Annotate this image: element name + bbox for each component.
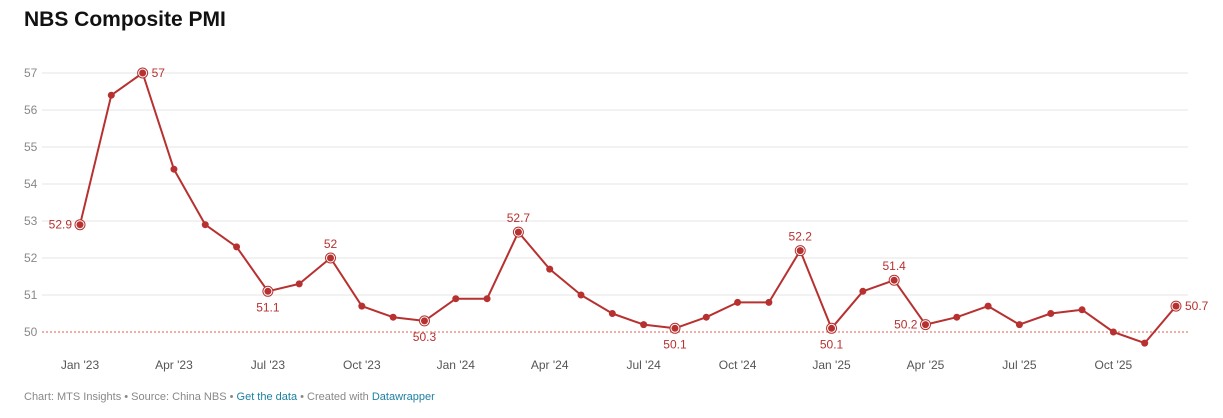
data-label: 50.1 [820,337,844,351]
y-tick-label: 57 [24,66,38,80]
chart-title: NBS Composite PMI [24,8,226,31]
data-point [139,69,147,77]
data-label: 50.7 [1185,299,1209,313]
y-tick-label: 55 [24,140,38,154]
data-label: 52.7 [507,211,531,225]
get-data-link[interactable]: Get the data [236,391,298,403]
x-tick-label: Apr '23 [155,358,193,372]
y-tick-label: 52 [24,251,38,265]
data-point [420,317,428,325]
x-tick-label: Jul '24 [627,358,662,372]
footer-source: Chart: MTS Insights • Source: China NBS … [24,391,237,403]
data-point [1141,339,1149,347]
data-point [1015,321,1023,329]
points-group [74,67,1182,347]
data-point [107,91,115,99]
data-point [76,221,84,229]
x-tick-label: Oct '24 [719,358,757,372]
data-point [483,295,491,303]
data-point [828,324,836,332]
chart-footer: Chart: MTS Insights • Source: China NBS … [24,391,435,403]
x-tick-label: Apr '25 [907,358,945,372]
x-tick-label: Jul '23 [251,358,286,372]
data-point [546,265,554,273]
data-point [921,321,929,329]
x-tick-label: Oct '25 [1095,358,1133,372]
data-point [577,291,585,299]
data-label: 50.2 [894,318,918,332]
data-point [984,302,992,310]
y-tick-label: 54 [24,177,38,191]
data-label: 51.4 [882,259,906,273]
data-label: 50.3 [413,330,437,344]
gridlines [42,72,1188,296]
x-tick-label: Jan '25 [812,358,851,372]
data-point [765,298,773,306]
data-point [264,287,272,295]
data-point [608,310,616,317]
data-labels-group: 52.9 57 51.1 52 50.3 52.7 50.1 52.2 50.1 51.4 50.2… [49,66,1209,351]
data-point [890,276,898,284]
y-tick-label: 50 [24,325,38,339]
x-tick-label: Jan '23 [61,358,100,372]
series-group [79,72,1177,345]
y-tick-label: 56 [24,103,38,117]
data-point [702,313,710,321]
data-point [233,243,241,251]
data-point [640,321,648,329]
data-point [170,165,178,173]
datawrapper-link[interactable]: Datawrapper [371,391,435,403]
data-point [859,287,867,295]
data-point [1047,310,1055,317]
data-point [295,280,303,288]
data-label: 52.9 [49,218,73,232]
data-point [201,221,209,229]
data-point [327,254,335,262]
data-label: 52 [324,237,338,251]
data-point [734,298,742,306]
x-tick-label: Apr '24 [531,358,569,372]
data-label: 52.2 [789,230,813,244]
series-line [79,72,1177,345]
y-tick-label: 53 [24,214,38,228]
x-tick-label: Oct '23 [343,358,381,372]
x-tick-label: Jan '24 [437,358,476,372]
data-point [796,247,804,255]
data-point [452,295,460,303]
x-tick-label: Jul '25 [1002,358,1037,372]
data-point [1172,302,1180,310]
x-axis-ticks: Jan '23 Apr '23 Jul '23 Oct '23 Jan '24 Apr '… [61,358,1133,372]
data-label: 50.1 [663,337,687,351]
data-label: 51.1 [256,300,280,314]
data-point [671,324,679,332]
y-axis-ticks: 50 51 52 53 54 55 56 57 [24,66,38,339]
y-tick-label: 51 [24,288,38,302]
data-point [1078,306,1086,314]
footer-created: • Created with [297,391,372,403]
data-point [514,228,522,236]
data-label: 57 [152,66,166,80]
data-point [358,302,366,310]
data-point [1109,328,1117,336]
data-point [389,313,397,321]
data-point [953,313,961,321]
